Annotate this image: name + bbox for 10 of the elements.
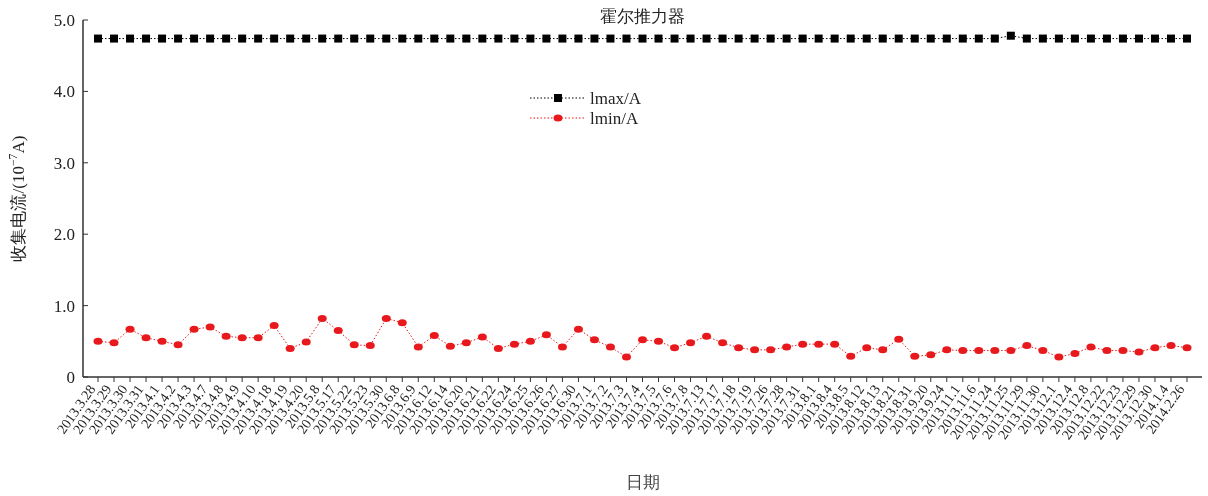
y-tick-label: 1.0 (53, 296, 75, 316)
y-tick-label: 0 (66, 368, 75, 387)
y-tick-label: 5.0 (53, 11, 75, 30)
y-tick-label: 2.0 (53, 225, 75, 245)
y-tick-label: 4.0 (53, 82, 75, 102)
x-axis-title: 日期 (625, 473, 660, 492)
chart-title: 霍尔推力器 (600, 7, 685, 26)
legend-label: lmax/A (590, 89, 642, 108)
legend-label: lmin/A (590, 109, 639, 128)
y-tick-label: 3.0 (53, 153, 75, 173)
